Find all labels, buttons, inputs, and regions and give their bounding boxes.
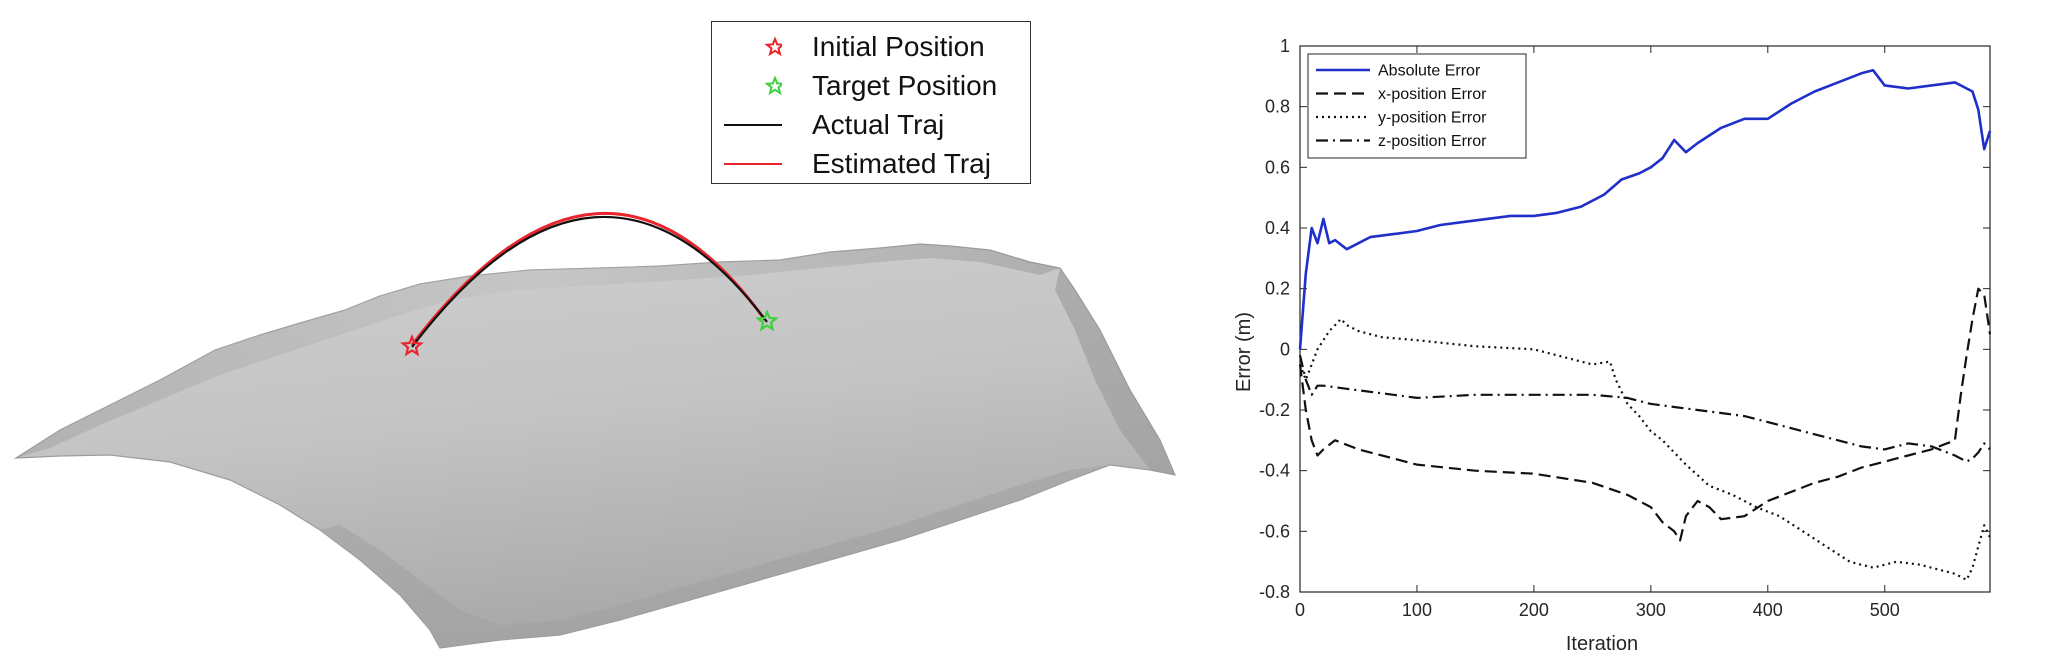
- star-icon: [764, 75, 782, 96]
- legend-label: Initial Position: [812, 31, 985, 62]
- y-tick-label: 0: [1280, 339, 1290, 359]
- legend-label: Target Position: [812, 70, 998, 101]
- legend-item-actual-traj: Actual Traj: [712, 106, 1030, 144]
- terrain-front-shade: [320, 465, 1110, 648]
- x-tick-label: 200: [1519, 600, 1549, 620]
- series-line-absolute-error: [1298, 69, 1992, 350]
- x-tick-label: 100: [1402, 600, 1432, 620]
- y-tick-label: -0.8: [1259, 582, 1290, 602]
- y-tick-label: -0.4: [1259, 461, 1290, 481]
- legend-label: Actual Traj: [812, 109, 945, 140]
- terrain-legend: Initial Position Target Position Actual …: [711, 21, 1031, 184]
- terrain-figure: [13, 211, 1177, 649]
- y-tick-label: -0.2: [1259, 400, 1290, 420]
- y-tick-label: 0.8: [1265, 97, 1290, 117]
- line-swatch-icon: [724, 163, 782, 165]
- x-tick-label: 500: [1870, 600, 1900, 620]
- terrain-surface: [13, 243, 1177, 649]
- estimated-trajectory: [410, 211, 767, 346]
- legend-item-estimated-traj: Estimated Traj: [712, 145, 1030, 183]
- error-line-chart: 0 100 200 300 400 500 -0.8 -0.6 -0.4 -0.2 0 0.2 0.4 0…: [1233, 36, 1992, 655]
- x-tick-label: 300: [1636, 600, 1666, 620]
- terrain-right-slope-shade: [1055, 268, 1175, 475]
- x-tick-label: 400: [1753, 600, 1783, 620]
- legend-label: Estimated Traj: [812, 148, 991, 179]
- x-axis-label: Iteration: [1566, 633, 1638, 655]
- actual-trajectory: [411, 215, 768, 348]
- legend-label: z-position Error: [1378, 133, 1487, 150]
- series-line-x-position-error: [1298, 287, 1992, 542]
- plot-area: 0 100 200 300 400 500 -0.8 -0.6 -0.4 -0.2 0 0.2 0.4 0…: [1259, 36, 1992, 620]
- y-tick-label: -0.6: [1259, 521, 1290, 541]
- y-axis-label: Error (m): [1233, 312, 1255, 392]
- legend-label: Absolute Error: [1378, 63, 1481, 80]
- target-position-star: [755, 309, 779, 332]
- terrain-ridge-shade: [16, 244, 1060, 458]
- y-tick-label: 0.2: [1265, 279, 1290, 299]
- y-tick-label: 0.4: [1265, 218, 1290, 238]
- y-tick-label: 0.6: [1265, 157, 1290, 177]
- legend-item-initial-position: Initial Position: [712, 28, 1030, 66]
- legend-item-target-position: Target Position: [712, 67, 1030, 105]
- y-tick-label: 1: [1280, 36, 1290, 56]
- series-line-y-position-error: [1298, 317, 1991, 582]
- star-icon: [764, 36, 782, 57]
- legend-label: x-position Error: [1378, 86, 1487, 103]
- x-tick-label: 0: [1295, 600, 1305, 620]
- legend-label: y-position Error: [1378, 110, 1487, 127]
- line-swatch-icon: [724, 124, 782, 126]
- initial-position-star: [400, 334, 424, 357]
